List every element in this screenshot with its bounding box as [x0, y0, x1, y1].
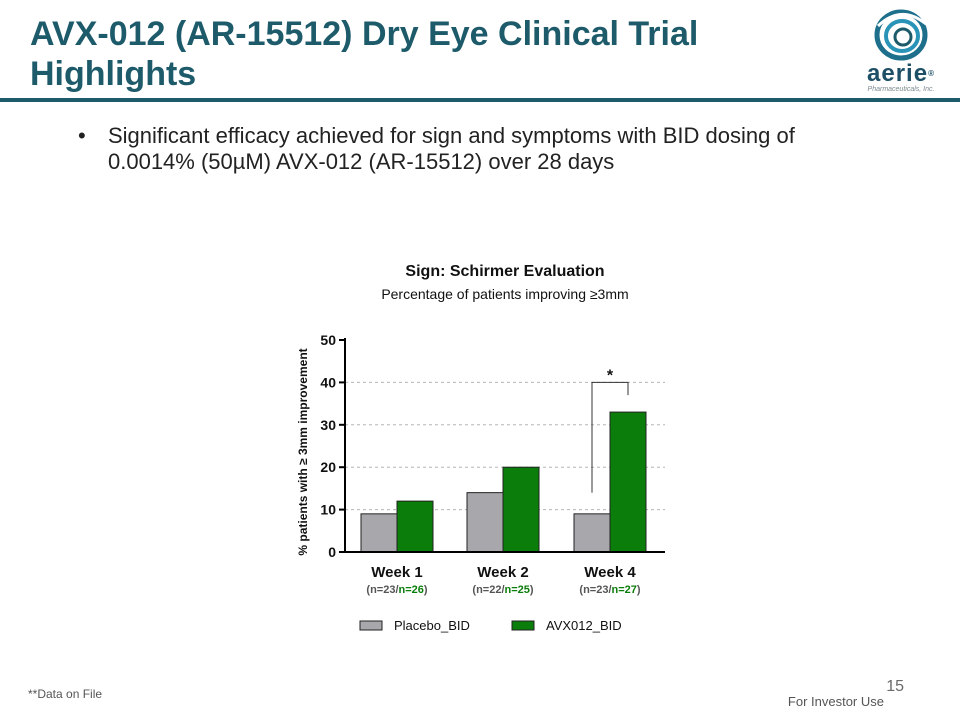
page-number: 15 [886, 678, 904, 695]
n-close: ) [637, 584, 641, 596]
bar-avx012 [502, 466, 540, 553]
n-placebo: (n=23/ [366, 584, 398, 596]
title-divider [0, 98, 960, 102]
bar-placebo [360, 513, 398, 553]
n-avx012: n=25 [505, 584, 530, 596]
bar-placebo [466, 492, 504, 553]
significance-marker: * [607, 367, 614, 384]
logo-text: aerie [867, 60, 929, 87]
bar-avx012 [609, 411, 647, 553]
n-placebo: (n=22/ [472, 584, 504, 596]
y-tick-label: 40 [320, 374, 336, 390]
y-axis-label: % patients with ≥ 3mm improvement [296, 348, 310, 555]
company-logo: aerie® Pharmaceuticals, Inc. [860, 6, 942, 94]
bullet-text: Significant efficacy achieved for sign a… [108, 123, 795, 174]
n-avx012: n=27 [612, 584, 637, 596]
x-tick-label: Week 2 [477, 564, 528, 581]
chart-title: Sign: Schirmer Evaluation [405, 263, 605, 280]
legend-swatch-avx012 [511, 620, 535, 631]
chart-subtitle: Percentage of patients improving ≥3mm [381, 286, 629, 302]
y-tick-label: 50 [320, 332, 336, 348]
bar-placebo [573, 513, 611, 553]
n-avx012: n=26 [399, 584, 424, 596]
bar-chart: 0 10 20 30 40 50 % patients with ≥ 3mm improve… [296, 332, 665, 633]
footnote: **Data on File [28, 687, 103, 701]
y-tick-label: 30 [320, 417, 336, 433]
aerie-swirl-icon [874, 9, 928, 61]
n-close: ) [530, 584, 534, 596]
y-tick-label: 20 [320, 459, 336, 475]
x-tick-label: Week 4 [584, 564, 636, 581]
n-count-label: (n=22/n=25) [472, 584, 534, 596]
x-tick-label: Week 1 [371, 564, 422, 581]
n-close: ) [424, 584, 428, 596]
y-tick-label: 0 [328, 544, 336, 560]
n-placebo: (n=23/ [579, 584, 611, 596]
investor-notice: For Investor Use [787, 694, 884, 709]
logo-subtitle: Pharmaceuticals, Inc. [867, 86, 935, 93]
legend-label-placebo: Placebo_BID [394, 618, 470, 633]
legend-label-avx012: AVX012_BID [546, 618, 622, 633]
logo-wordmark: aerie® [860, 62, 942, 86]
bullet-marker: • [78, 123, 86, 148]
significance-bracket [591, 381, 629, 493]
legend-swatch-placebo [359, 620, 383, 631]
n-count-label: (n=23/n=26) [366, 584, 428, 596]
n-count-label: (n=23/n=27) [579, 584, 641, 596]
y-tick-label: 10 [320, 502, 336, 518]
slide-title: AVX-012 (AR-15512) Dry Eye Clinical Tria… [30, 15, 699, 93]
bar-avx012 [396, 500, 434, 553]
logo-registered: ® [928, 69, 935, 78]
